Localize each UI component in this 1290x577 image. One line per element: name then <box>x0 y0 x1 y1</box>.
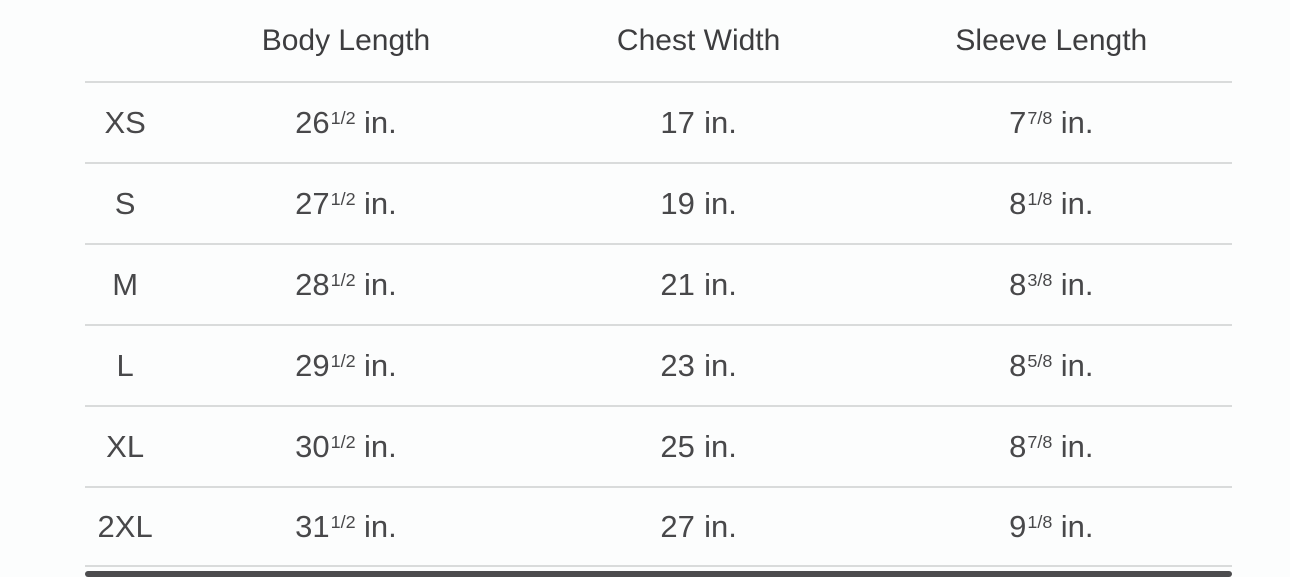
body-length-value: 301/2 in. <box>295 429 397 464</box>
unit-label: in. <box>1060 348 1094 383</box>
fraction-superscript: 1/2 <box>330 511 356 532</box>
unit-label: in. <box>363 509 397 544</box>
unit-label: in. <box>704 348 737 383</box>
sleeve-length-value: 87/8 in. <box>1009 429 1094 464</box>
unit-label: in. <box>1060 267 1094 302</box>
fraction-superscript: 1/8 <box>1027 188 1053 209</box>
table-row-l: L 291/2 in. 23 in. 85/8 in. <box>85 324 1232 405</box>
body-length-value: 291/2 in. <box>295 348 397 383</box>
unit-label: in. <box>363 267 397 302</box>
size-chart-table: Body Length Chest Width Sleeve Length XS… <box>85 0 1232 567</box>
chest-width-value: 25 in. <box>660 429 737 464</box>
table-row-m: M 281/2 in. 21 in. 83/8 in. <box>85 243 1232 324</box>
horizontal-scrollbar-thumb[interactable] <box>85 571 1232 577</box>
size-cell: S <box>114 186 136 221</box>
table-row-xl: XL 301/2 in. 25 in. 87/8 in. <box>85 405 1232 486</box>
fraction-superscript: 1/2 <box>330 350 356 371</box>
body-length-value: 311/2 in. <box>295 509 397 544</box>
sleeve-length-value: 77/8 in. <box>1009 105 1094 140</box>
body-length-value: 271/2 in. <box>295 186 397 221</box>
fraction-superscript: 5/8 <box>1027 350 1053 371</box>
unit-label: in. <box>1060 186 1094 221</box>
unit-label: in. <box>1060 429 1094 464</box>
size-cell: M <box>112 267 139 302</box>
unit-label: in. <box>704 267 737 302</box>
table-row-xs: XS 261/2 in. 17 in. 77/8 in. <box>85 81 1232 162</box>
chest-width-value: 21 in. <box>660 267 737 302</box>
fraction-superscript: 3/8 <box>1027 269 1053 290</box>
body-length-value: 281/2 in. <box>295 267 397 302</box>
fraction-superscript: 1/2 <box>330 107 356 128</box>
table-header-row: Body Length Chest Width Sleeve Length <box>85 0 1232 81</box>
fraction-superscript: 1/2 <box>330 188 356 209</box>
unit-label: in. <box>704 186 737 221</box>
column-header-sleeve-length: Sleeve Length <box>955 23 1148 57</box>
unit-label: in. <box>363 186 397 221</box>
unit-label: in. <box>363 429 397 464</box>
unit-label: in. <box>1060 509 1094 544</box>
sleeve-length-value: 81/8 in. <box>1009 186 1094 221</box>
chest-width-value: 19 in. <box>660 186 737 221</box>
unit-label: in. <box>704 105 737 140</box>
size-cell: XS <box>104 105 146 140</box>
fraction-superscript: 1/8 <box>1027 511 1053 532</box>
column-header-chest-width: Chest Width <box>616 23 781 57</box>
table-row-2xl: 2XL 311/2 in. 27 in. 91/8 in. <box>85 486 1232 567</box>
column-header-body-length: Body Length <box>261 23 431 57</box>
sleeve-length-value: 83/8 in. <box>1009 267 1094 302</box>
body-length-value: 261/2 in. <box>295 105 397 140</box>
fraction-superscript: 1/2 <box>330 269 356 290</box>
sleeve-length-value: 85/8 in. <box>1009 348 1094 383</box>
chest-width-value: 27 in. <box>660 509 737 544</box>
unit-label: in. <box>704 429 737 464</box>
unit-label: in. <box>363 348 397 383</box>
size-cell: 2XL <box>97 509 153 544</box>
chest-width-value: 23 in. <box>660 348 737 383</box>
fraction-superscript: 1/2 <box>330 431 356 452</box>
fraction-superscript: 7/8 <box>1027 107 1053 128</box>
fraction-superscript: 7/8 <box>1027 431 1053 452</box>
unit-label: in. <box>1060 105 1094 140</box>
chest-width-value: 17 in. <box>660 105 737 140</box>
unit-label: in. <box>363 105 397 140</box>
table-row-s: S 271/2 in. 19 in. 81/8 in. <box>85 162 1232 243</box>
size-cell: XL <box>106 429 145 464</box>
size-cell: L <box>116 348 134 383</box>
unit-label: in. <box>704 509 737 544</box>
sleeve-length-value: 91/8 in. <box>1009 509 1094 544</box>
